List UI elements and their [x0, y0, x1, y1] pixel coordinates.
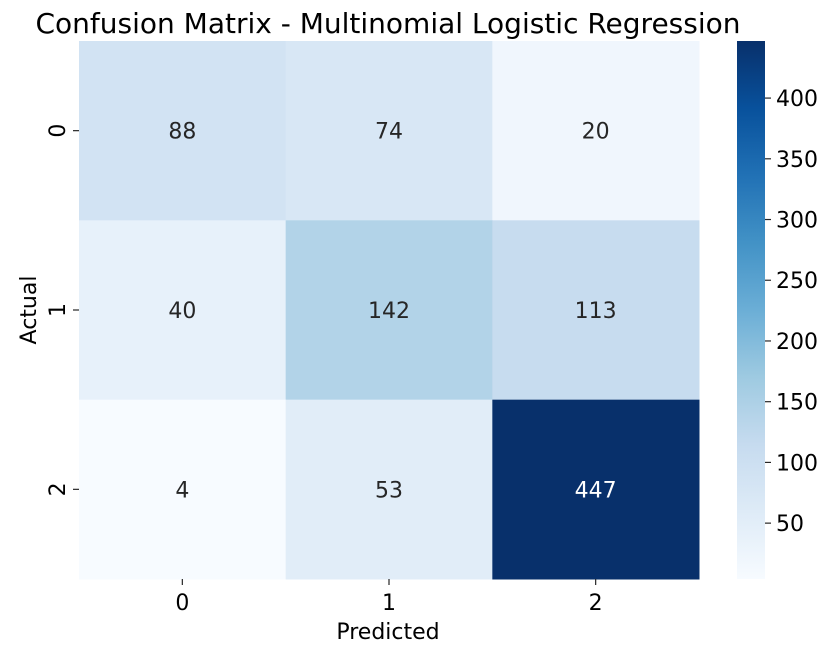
colorbar-tick-label-0: 50 — [776, 512, 804, 537]
x-axis-ticks: 0 1 2 — [175, 579, 603, 616]
cell-value-r1-c1: 142 — [368, 299, 410, 324]
cell-value-r0-c0: 88 — [168, 120, 196, 145]
x-tick-label-2: 2 — [589, 591, 603, 616]
heatmap-cell-r0-c1 — [285, 41, 493, 221]
cell-value-r1-c2: 113 — [575, 299, 617, 324]
cell-value-r2-c1: 53 — [375, 478, 403, 503]
y-axis-label: Actual — [17, 276, 42, 345]
colorbar-tick-label-7: 400 — [776, 87, 818, 112]
heatmap-cells — [79, 41, 700, 580]
chart-title: Confusion Matrix - Multinomial Logistic … — [35, 7, 740, 40]
cell-value-r2-c2: 447 — [575, 478, 617, 503]
heatmap-cell-r1-c1 — [285, 220, 493, 401]
heatmap-cell-r2-c2 — [492, 399, 700, 580]
x-tick-label-0: 0 — [175, 591, 189, 616]
heatmap-cell-r0-c2 — [492, 41, 700, 221]
cell-value-r0-c1: 74 — [375, 120, 403, 145]
colorbar-tick-label-4: 250 — [776, 269, 818, 294]
colorbar-tick-label-2: 150 — [776, 391, 818, 416]
x-tick-label-1: 1 — [382, 591, 396, 616]
cell-value-r1-c0: 40 — [168, 299, 196, 324]
colorbar — [737, 41, 765, 579]
colorbar-tick-label-3: 200 — [776, 330, 818, 355]
heatmap-cell-r2-c0 — [79, 399, 287, 580]
heatmap-cell-r1-c2 — [492, 220, 700, 401]
x-axis-label: Predicted — [336, 620, 439, 645]
cell-value-r0-c2: 20 — [582, 120, 610, 145]
y-tick-label-0: 0 — [46, 124, 71, 138]
colorbar-tick-label-5: 300 — [776, 209, 818, 234]
cell-value-r2-c0: 4 — [175, 478, 189, 503]
colorbar-ticks: 50 100 150 200 250 300 350 400 — [765, 87, 818, 537]
heatmap-cell-r2-c1 — [285, 399, 493, 580]
heatmap-cell-r0-c0 — [79, 41, 287, 221]
heatmap-cell-r1-c0 — [79, 220, 287, 401]
heatmap-cell-labels: 88 74 20 40 142 113 4 53 447 — [168, 120, 616, 504]
colorbar-tick-label-6: 350 — [776, 148, 818, 173]
colorbar-tick-label-1: 100 — [776, 451, 818, 476]
y-tick-label-2: 2 — [46, 482, 71, 496]
y-tick-label-1: 1 — [46, 303, 71, 317]
y-axis-ticks: 0 1 2 — [46, 124, 79, 496]
